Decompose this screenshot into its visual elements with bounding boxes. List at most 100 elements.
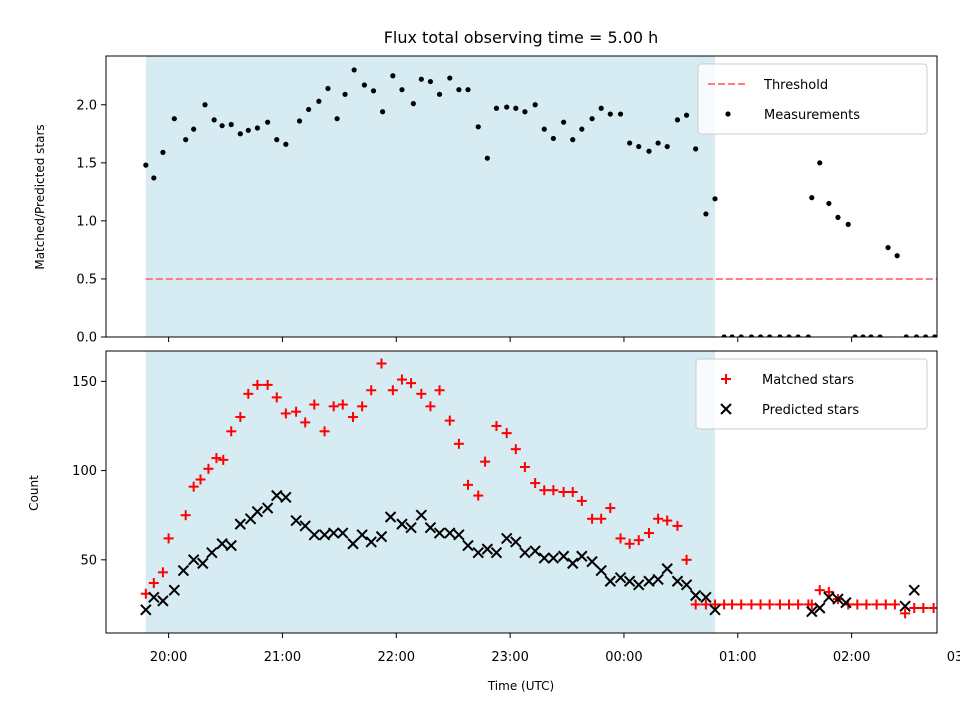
matched-point (280, 408, 291, 419)
predicted-point (356, 529, 368, 541)
predicted-point (187, 554, 200, 566)
measurement-point (795, 334, 801, 337)
measurement-point (913, 334, 920, 337)
matched-point (473, 490, 484, 501)
matched-point (700, 599, 711, 610)
measurement-point (211, 117, 217, 123)
matched-point (203, 463, 214, 474)
predicted-point (271, 489, 283, 502)
chart-title: Flux total observing time = 5.00 h (384, 28, 659, 47)
predicted-point (680, 579, 693, 591)
predicted-point (415, 509, 428, 521)
predicted-point (908, 584, 920, 596)
measurement-point (860, 334, 866, 337)
predicted-point (453, 529, 465, 541)
series-predicted-stars (140, 489, 920, 618)
predicted-point (595, 564, 607, 577)
predicted-point (327, 527, 340, 539)
matched-point (348, 412, 359, 423)
legend: Threshold Measurements (697, 63, 928, 135)
matched-point (501, 428, 512, 439)
measurement-point (664, 143, 670, 150)
matched-point (727, 599, 738, 610)
matched-point (480, 456, 491, 467)
x-tick-label: 23:00 (491, 650, 528, 665)
measurement-point (817, 160, 823, 166)
matched-point (587, 513, 598, 524)
predicted-point (899, 600, 911, 612)
measurement-point (748, 334, 755, 337)
matched-point (909, 603, 920, 614)
predicted-point (318, 529, 331, 541)
legend-label: Threshold (763, 78, 828, 93)
measurement-point (390, 73, 396, 79)
predicted-point (500, 532, 513, 545)
predicted-point (216, 538, 228, 550)
measurement-point (245, 127, 251, 133)
measurement-point (894, 253, 900, 259)
measurement-point (932, 334, 937, 337)
matched-point (235, 412, 246, 423)
measurement-point (380, 109, 386, 115)
predicted-point (472, 546, 484, 559)
measurement-point (522, 109, 528, 115)
measurement-point (617, 111, 624, 117)
predicted-point (234, 518, 247, 530)
measurement-point (826, 200, 832, 207)
legend-measurement-swatch (725, 111, 731, 117)
measurement-point (513, 105, 519, 111)
x-axis-label: Time (UTC) (487, 679, 554, 693)
predicted-point (832, 593, 844, 605)
predicted-point (481, 543, 494, 555)
matched-point (672, 520, 683, 531)
matched-point (444, 415, 455, 426)
observing-window-shade (145, 351, 716, 633)
predicted-point (433, 527, 446, 539)
matched-point (243, 388, 254, 399)
matched-point (764, 599, 775, 610)
matched-point (900, 608, 911, 619)
plot-area (143, 56, 937, 337)
measurement-point (447, 75, 453, 81)
measurement-point (852, 334, 858, 337)
measurement-point (237, 131, 243, 137)
predicted-point (251, 505, 264, 518)
predicted-point (567, 557, 579, 570)
matched-point (148, 578, 159, 589)
matched-point (425, 401, 436, 412)
matched-point (271, 392, 282, 403)
matched-point (376, 358, 387, 369)
measurement-point (316, 98, 322, 104)
predicted-point (806, 605, 818, 618)
predicted-point (384, 511, 397, 523)
matched-point (605, 503, 616, 514)
predicted-point (538, 552, 550, 564)
measurement-point (738, 334, 744, 337)
matched-point (548, 485, 559, 496)
predicted-point (396, 518, 408, 530)
predicted-point (652, 573, 664, 586)
matched-point (681, 554, 692, 565)
matched-point (624, 538, 635, 549)
y-tick-label: 0.0 (76, 331, 97, 346)
measurement-point (342, 91, 348, 97)
matched-point (710, 599, 721, 610)
predicted-point (557, 550, 570, 562)
matched-point (823, 586, 834, 597)
measurement-point (550, 135, 556, 142)
measurement-point (296, 118, 303, 124)
matched-point (643, 528, 654, 539)
measurement-point (504, 104, 510, 110)
predicted-point (510, 536, 522, 548)
predicted-point (840, 596, 852, 609)
matched-point (180, 510, 191, 521)
legend-predicted-swatch (720, 403, 732, 415)
matched-point (852, 599, 863, 610)
matched-point (163, 533, 174, 544)
matched-point (387, 385, 398, 396)
predicted-point (308, 529, 321, 541)
measurement-point (418, 76, 424, 82)
predicted-point (614, 571, 627, 584)
predicted-point (177, 564, 190, 577)
matched-point (736, 599, 747, 610)
